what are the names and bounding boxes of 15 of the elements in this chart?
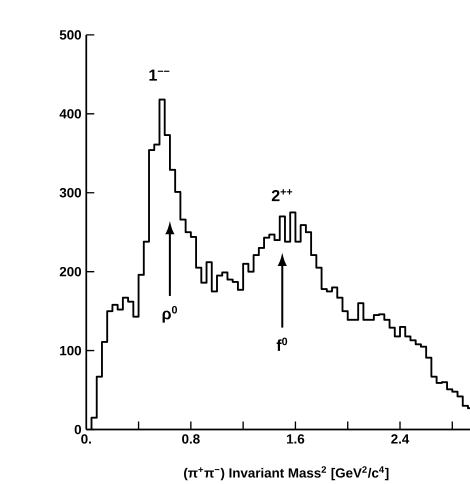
y-tick-label: 300: [60, 188, 82, 198]
y-tick-label: 400: [60, 109, 82, 119]
annotation: 1$^{−−}$: [149, 70, 170, 81]
annotation: ρ$^{0}$: [162, 306, 178, 323]
text: (π$^{+}$π$^{−}$) Invariant Mass$^{2}$ [GeV$^{2}$/c$^{4}$]: [184, 466, 388, 480]
annotation: f$^{0}$: [276, 338, 288, 351]
x-tick-label: 1.6: [287, 434, 304, 444]
annotation: 2$^{++}$: [272, 189, 292, 202]
y-tick-label: 200: [60, 266, 82, 276]
y-tick-label: 500: [60, 30, 82, 40]
x-tick-label: 0.: [81, 434, 91, 444]
y-tick-label: 0: [74, 424, 82, 434]
x-tick-label: 2.4: [391, 434, 410, 444]
y-tick-label: 100: [60, 346, 82, 356]
x-tick-label: 0.8: [182, 434, 200, 444]
